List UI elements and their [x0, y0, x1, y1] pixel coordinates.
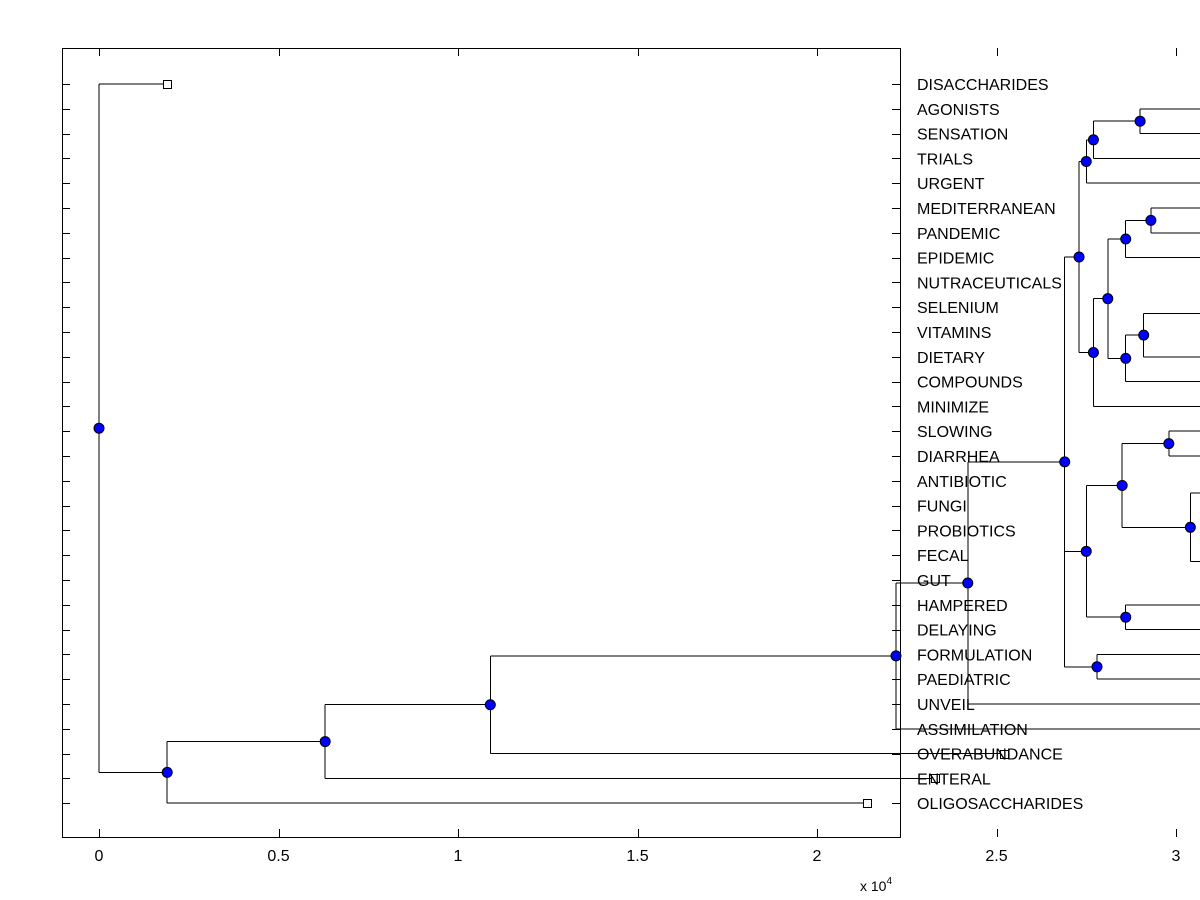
leaf-label-unveil: UNVEIL — [917, 697, 975, 714]
x-axis-exponent-label: x 104 — [860, 876, 892, 894]
x-tick-label: 1 — [454, 848, 463, 865]
leaf-label-overabundance: OVERABUNDANCE — [917, 747, 1063, 764]
merge-node-markers — [93, 115, 1196, 778]
leaf-label-enteral: ENTERAL — [917, 771, 991, 788]
merge-node-marker — [1087, 134, 1099, 146]
leaf-label-vitamins: VITAMINS — [917, 325, 991, 342]
x-tick-label: 0.5 — [267, 848, 289, 865]
leaf-label-mediterranean: MEDITERRANEAN — [917, 201, 1056, 218]
leaf-label-urgent: URGENT — [917, 176, 985, 193]
merge-node-marker — [1145, 214, 1157, 226]
leaf-label-disaccharides: DISACCHARIDES — [917, 77, 1049, 94]
leaf-label-assimilation: ASSIMILATION — [917, 722, 1028, 739]
leaf-label-pandemic: PANDEMIC — [917, 226, 1000, 243]
leaf-label-agonists: AGONISTS — [917, 102, 1000, 119]
merge-node-marker — [1116, 479, 1128, 491]
merge-node-marker — [1080, 545, 1092, 557]
leaf-label-selenium: SELENIUM — [917, 300, 999, 317]
merge-node-marker — [1102, 293, 1114, 305]
leaf-label-probiotics: PROBIOTICS — [917, 523, 1016, 540]
leaf-markers — [163, 80, 1009, 808]
leaf-label-fecal: FECAL — [917, 548, 969, 565]
leaf-label-dietary: DIETARY — [917, 350, 985, 367]
x-tick-label: 1.5 — [626, 848, 648, 865]
merge-node-marker — [93, 422, 105, 434]
dendrogram-links — [98, 83, 1200, 804]
merge-node-marker — [1059, 456, 1071, 468]
leaf-marker-oligosaccharides — [863, 799, 872, 808]
merge-node-marker — [1091, 661, 1103, 673]
merge-node-marker — [1080, 156, 1092, 167]
leaf-label-slowing: SLOWING — [917, 424, 993, 441]
merge-node-marker — [1184, 521, 1196, 533]
leaf-marker-overabundance — [1000, 750, 1009, 759]
leaf-label-formulation: FORMULATION — [917, 647, 1032, 664]
x-tick-label: 2 — [813, 848, 822, 865]
merge-node-marker — [1134, 115, 1146, 127]
merge-node-marker — [484, 699, 496, 711]
leaf-label-paediatric: PAEDIATRIC — [917, 672, 1011, 689]
merge-node-marker — [890, 650, 902, 662]
leaf-marker-disaccharides — [163, 80, 172, 89]
leaf-label-diarrhea: DIARRHEA — [917, 449, 1000, 466]
x-tick-label: 3 — [1172, 848, 1181, 865]
leaf-label-epidemic: EPIDEMIC — [917, 251, 994, 268]
leaf-label-compounds: COMPOUNDS — [917, 375, 1023, 392]
merge-node-marker — [161, 766, 173, 778]
merge-node-marker — [962, 577, 974, 589]
plot-frame — [62, 48, 901, 838]
leaf-label-hampered: HAMPERED — [917, 598, 1008, 615]
merge-node-marker — [1163, 438, 1175, 450]
merge-node-marker — [1120, 352, 1132, 364]
leaf-label-nutraceuticals: NUTRACEUTICALS — [917, 275, 1062, 292]
merge-node-marker — [1120, 611, 1132, 623]
leaf-label-trials: TRIALS — [917, 151, 973, 168]
leaf-label-sensation: SENSATION — [917, 127, 1008, 144]
leaf-labels: DISACCHARIDES AGONISTS SENSATION TRIALS URGE… — [917, 77, 1083, 813]
merge-node-marker — [1120, 233, 1132, 245]
x-axis-ticks: 00.511.522.533.54 — [95, 48, 1181, 865]
leaf-label-antibiotic: ANTIBIOTIC — [917, 474, 1007, 491]
x-tick-label: 0 — [95, 848, 104, 865]
leaf-label-gut: GUT — [917, 573, 951, 590]
merge-node-marker — [319, 736, 331, 748]
merge-node-marker — [1073, 251, 1085, 263]
leaf-label-delaying: DELAYING — [917, 623, 997, 640]
leaf-marker-enteral — [931, 774, 940, 783]
merge-node-marker — [1087, 347, 1099, 359]
merge-node-marker — [1138, 329, 1150, 341]
x-tick-label: 2.5 — [985, 848, 1007, 865]
y-axis-ticks — [62, 84, 900, 804]
leaf-label-minimize: MINIMIZE — [917, 399, 989, 416]
leaf-label-fungi: FUNGI — [917, 499, 967, 516]
leaf-label-oligosaccharides: OLIGOSACCHARIDES — [917, 796, 1083, 813]
